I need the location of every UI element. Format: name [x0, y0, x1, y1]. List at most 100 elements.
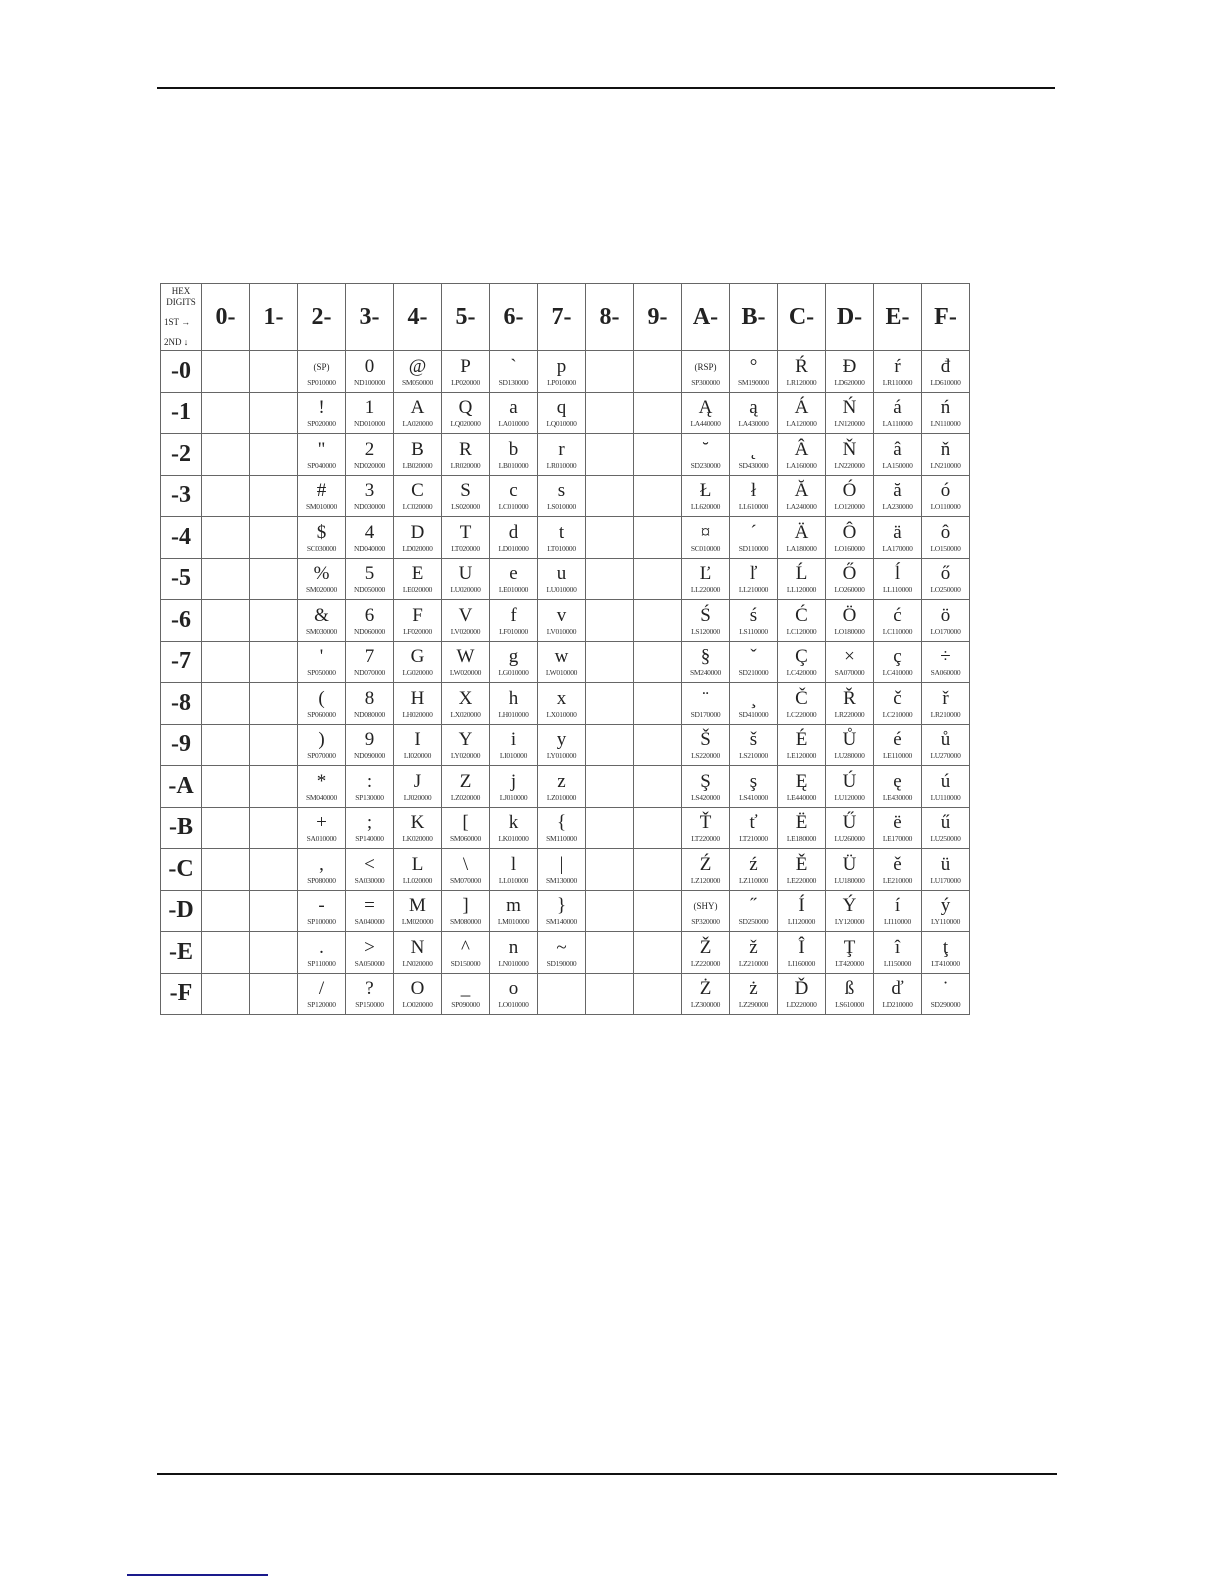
- gcgid-code: LE180000: [786, 834, 817, 844]
- char-cell: ë LE170000: [873, 806, 922, 849]
- char-cell: č LC210000: [873, 682, 922, 725]
- char-cell: Ď LD220000: [777, 972, 826, 1015]
- char-cell: 0 ND100000: [345, 350, 394, 393]
- char-cell: K LK020000: [393, 806, 442, 849]
- char-cell: ! SP020000: [297, 391, 346, 434]
- row-header: -9: [160, 723, 202, 766]
- character-glyph: ű: [940, 812, 951, 834]
- character-glyph: Á: [794, 397, 809, 419]
- column-header: C-: [777, 283, 826, 351]
- column-header-row: HEX DIGITS 1ST → 2ND ↓ 0- 1- 2- 3- 4- 5- 6- 7- 8…: [160, 283, 970, 351]
- char-cell: Ť LT220000: [681, 806, 730, 849]
- char-cell: ~ SD190000: [537, 931, 586, 974]
- character-glyph: +: [316, 812, 327, 834]
- gcgid-code: SM240000: [690, 668, 721, 678]
- character-glyph: T: [459, 521, 472, 543]
- char-cell: × SA070000: [825, 640, 874, 683]
- gcgid-code: LO250000: [930, 585, 961, 595]
- character-glyph: ž: [749, 936, 758, 958]
- second-digit-label: 2ND ↓: [164, 337, 189, 348]
- gcgid-code: LG010000: [498, 668, 529, 678]
- character-glyph: ć: [893, 604, 902, 626]
- gcgid-code: LT420000: [835, 958, 864, 968]
- char-cell: (RSP) SP300000: [681, 350, 730, 393]
- character-glyph: d: [508, 521, 519, 543]
- char-cell: [249, 474, 298, 517]
- gcgid-code: LA230000: [882, 502, 913, 512]
- column-header: 6-: [489, 283, 538, 351]
- char-cell: [249, 972, 298, 1015]
- gcgid-code: LT220000: [691, 834, 720, 844]
- gcgid-code: LW010000: [545, 668, 578, 678]
- character-glyph: p: [556, 355, 567, 377]
- character-glyph: Ä: [794, 521, 809, 543]
- char-cell: 5 ND050000: [345, 557, 394, 600]
- hex-digits-corner: HEX DIGITS 1ST → 2ND ↓: [160, 283, 202, 351]
- character-glyph: !: [318, 397, 325, 419]
- char-cell: Ľ LL220000: [681, 557, 730, 600]
- char-cell: é LE110000: [873, 723, 922, 766]
- character-glyph: ĺ: [894, 563, 901, 585]
- char-cell: [201, 391, 250, 434]
- char-cell: Ć LC120000: [777, 599, 826, 642]
- gcgid-code: LR020000: [450, 460, 481, 470]
- gcgid-code: LL620000: [690, 502, 721, 512]
- char-cell: ˛ SD430000: [729, 433, 778, 476]
- character-glyph: a: [509, 397, 518, 419]
- char-cell: Ę LE440000: [777, 765, 826, 808]
- footer-link-underline[interactable]: [127, 1574, 268, 1576]
- gcgid-code: LN110000: [930, 419, 961, 429]
- character-glyph: Ú: [842, 770, 857, 792]
- char-cell: m LM010000: [489, 889, 538, 932]
- char-cell: [201, 599, 250, 642]
- gcgid-code: LX020000: [450, 709, 481, 719]
- table-row: -8(SP060000 8 ND080000 H LH020000 X LX020000 h L…: [160, 682, 970, 725]
- character-glyph: s: [557, 480, 566, 502]
- gcgid-code: LD220000: [786, 1000, 817, 1010]
- character-glyph: ×: [844, 646, 855, 668]
- gcgid-code: LA240000: [786, 502, 817, 512]
- char-cell: ŕ LR110000: [873, 350, 922, 393]
- character-glyph: E: [411, 563, 424, 585]
- gcgid-code: LE010000: [498, 585, 529, 595]
- gcgid-code: LU170000: [930, 875, 961, 885]
- character-glyph: Ő: [842, 563, 857, 585]
- char-cell: d LD010000: [489, 516, 538, 559]
- char-cell: [249, 599, 298, 642]
- character-glyph: A: [410, 397, 425, 419]
- gcgid-code: LC020000: [402, 502, 433, 512]
- gcgid-code: SD210000: [738, 668, 769, 678]
- character-glyph: ś: [749, 604, 758, 626]
- gcgid-code: LR110000: [882, 377, 913, 387]
- table-row: -E. SP110000 > SA050000 N LN020000 ^ SD150000 n L…: [160, 931, 970, 974]
- char-cell: [585, 433, 634, 476]
- char-cell: [633, 474, 682, 517]
- gcgid-code: LZ210000: [738, 958, 769, 968]
- char-cell: ě LE210000: [873, 848, 922, 891]
- gcgid-code: LU250000: [930, 834, 961, 844]
- gcgid-code: LO120000: [834, 502, 865, 512]
- char-cell: ¤ SC010000: [681, 516, 730, 559]
- character-glyph: Ě: [795, 853, 808, 875]
- char-cell: ˙ SD290000: [921, 972, 970, 1015]
- character-glyph: Ô: [842, 521, 857, 543]
- character-glyph: f: [510, 604, 517, 626]
- char-cell: [201, 889, 250, 932]
- gcgid-code: ND010000: [354, 419, 385, 429]
- character-glyph: é: [893, 729, 902, 751]
- char-cell: } SM140000: [537, 889, 586, 932]
- gcgid-code: SM070000: [450, 875, 481, 885]
- character-glyph: °: [749, 355, 758, 377]
- gcgid-code: LD020000: [402, 543, 433, 553]
- char-cell: 6 ND060000: [345, 599, 394, 642]
- gcgid-code: SA050000: [354, 958, 385, 968]
- gcgid-code: LL110000: [883, 585, 912, 595]
- row-header: -B: [160, 806, 202, 849]
- char-cell: [249, 889, 298, 932]
- char-cell: ˝ SD250000: [729, 889, 778, 932]
- gcgid-code: SM060000: [450, 834, 481, 844]
- char-cell: # SM010000: [297, 474, 346, 517]
- char-cell: [249, 765, 298, 808]
- char-cell: D LD020000: [393, 516, 442, 559]
- gcgid-code: LI160000: [787, 958, 816, 968]
